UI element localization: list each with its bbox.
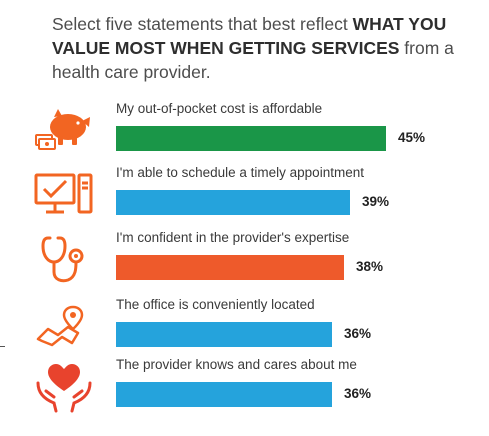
bar-cost	[116, 126, 386, 151]
chart-title: Select five statements that best reflect…	[52, 12, 472, 84]
bar-label-expertise: I'm confident in the provider's expertis…	[116, 230, 350, 245]
edge-tick-mark	[0, 346, 5, 347]
title-text-start: Select five statements that best reflect	[52, 14, 353, 34]
bar-value-location: 36%	[344, 326, 372, 341]
title-text-emphasis: WHAT YOU VALUE MOST WHEN GETTING SERVICE…	[52, 14, 447, 58]
bar-care	[116, 382, 332, 407]
bar-value-appointment: 39%	[362, 194, 390, 209]
piggy-bank-icon	[35, 109, 90, 150]
bar-label-care: The provider knows and cares about me	[116, 357, 357, 372]
bar-location	[116, 322, 332, 347]
bar-row-care: The provider knows and cares about me 36…	[0, 357, 489, 423]
bar-row-appointment: I'm able to schedule a timely appointmen…	[0, 165, 489, 231]
bar-row-expertise: I'm confident in the provider's expertis…	[0, 230, 489, 296]
computer-icon	[34, 173, 93, 214]
bar-value-expertise: 38%	[356, 259, 384, 274]
bar-row-location: The office is conveniently located 36%	[0, 297, 489, 363]
bar-label-location: The office is conveniently located	[116, 297, 315, 312]
bar-appointment	[116, 190, 350, 215]
bar-label-appointment: I'm able to schedule a timely appointmen…	[116, 165, 364, 180]
map-pin-icon	[36, 305, 84, 347]
bar-value-care: 36%	[344, 386, 372, 401]
bar-value-cost: 45%	[398, 130, 426, 145]
heart-hands-icon	[36, 364, 92, 413]
bar-expertise	[116, 255, 344, 280]
stethoscope-icon	[41, 236, 84, 283]
title-text-end: from a health care provider.	[52, 38, 454, 82]
bar-row-cost: My out-of-pocket cost is affordable 45%	[0, 101, 489, 167]
bar-label-cost: My out-of-pocket cost is affordable	[116, 101, 323, 116]
